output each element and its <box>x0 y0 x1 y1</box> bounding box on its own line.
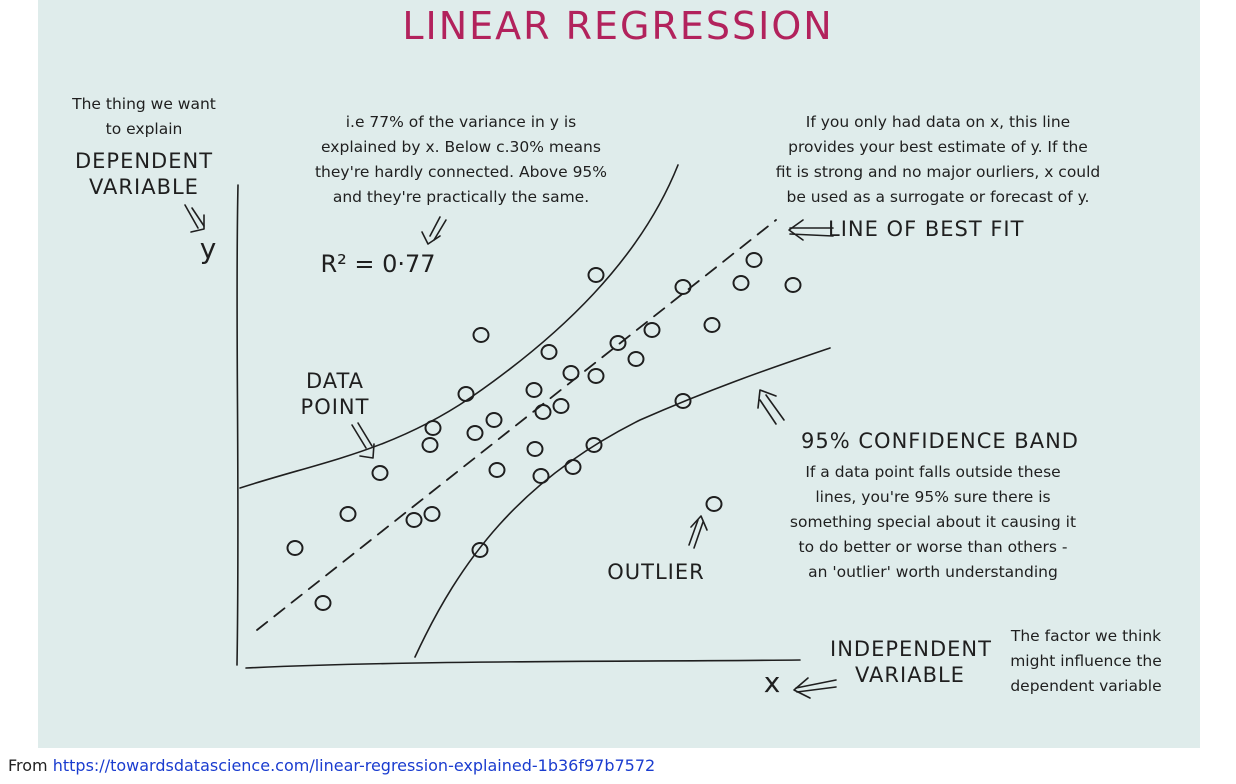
note-line: If a data point falls outside these <box>805 463 1061 481</box>
data-point <box>540 344 558 360</box>
footer-prefix: From <box>8 756 53 775</box>
note-line: be used as a surrogate or forecast of y. <box>786 188 1090 206</box>
note-line: dependent variable <box>1010 677 1162 695</box>
data-point <box>286 540 304 556</box>
data-point-label: DATA POINT <box>290 368 380 420</box>
data-point <box>745 252 763 268</box>
data-point <box>472 327 490 343</box>
best-fit-arrow <box>788 219 834 241</box>
data-point <box>585 437 603 453</box>
note-line: The thing we want <box>72 95 216 113</box>
source-footer: From https://towardsdatascience.com/line… <box>8 756 655 775</box>
note-line: lines, you're 95% sure there is <box>815 488 1051 506</box>
data-point <box>674 393 692 409</box>
data-point <box>405 512 423 528</box>
independent-label: INDEPENDENT VARIABLE <box>830 636 992 688</box>
r-squared-arrow <box>421 216 447 245</box>
lower-confidence-line <box>414 347 831 658</box>
data-point <box>471 542 489 558</box>
diagram-panel <box>38 0 1200 748</box>
data-point <box>457 386 475 402</box>
independent-arrow <box>793 677 837 699</box>
data-point <box>525 382 543 398</box>
upper-confidence-line <box>239 164 679 489</box>
note-line: If you only had data on x, this line <box>805 113 1071 131</box>
outlier-label: OUTLIER <box>607 560 705 584</box>
r-squared-note: i.e 77% of the variance in y is explaine… <box>296 110 626 210</box>
data-point <box>339 506 357 522</box>
data-point <box>627 351 645 367</box>
label-line: INDEPENDENT <box>830 637 992 661</box>
best-fit-note: If you only had data on x, this line pro… <box>748 110 1128 210</box>
data-point <box>643 322 661 338</box>
x-axis-symbol: x <box>763 666 781 699</box>
y-axis-symbol: y <box>199 232 217 265</box>
data-point <box>526 441 544 457</box>
note-line: The factor we think <box>1010 627 1162 645</box>
data-point <box>534 404 552 420</box>
r-squared-formula: R² = 0·77 <box>320 250 436 278</box>
dependent-label: DEPENDENT VARIABLE <box>64 148 224 200</box>
confidence-band-arrow <box>757 389 785 425</box>
label-line: DEPENDENT <box>74 149 214 173</box>
data-point <box>421 437 439 453</box>
note-line: and they're practically the same. <box>332 188 590 206</box>
data-point <box>587 267 605 283</box>
independent-note: The factor we think might influence the … <box>998 624 1174 699</box>
best-fit-label: LINE OF BEST FIT <box>828 217 1025 241</box>
data-point <box>314 595 332 611</box>
data-point <box>732 275 750 291</box>
data-point-arrow <box>351 422 375 459</box>
x-axis <box>245 659 801 669</box>
note-line: something special about it causing it <box>789 513 1077 531</box>
data-point <box>587 368 605 384</box>
data-point <box>552 398 570 414</box>
outlier-arrow <box>688 515 708 549</box>
source-link[interactable]: https://towardsdatascience.com/linear-re… <box>52 756 656 775</box>
data-point <box>609 335 627 351</box>
note-line: to do better or worse than others - <box>798 538 1068 556</box>
confidence-band-label: 95% CONFIDENCE BAND <box>801 429 1079 453</box>
data-point <box>485 412 503 428</box>
label-line: POINT <box>300 395 370 419</box>
dependent-arrow <box>184 204 205 233</box>
data-point <box>423 506 441 522</box>
label-line: VARIABLE <box>855 663 965 687</box>
y-axis <box>236 184 239 666</box>
note-line: provides your best estimate of y. If the <box>788 138 1088 156</box>
data-point <box>562 365 580 381</box>
data-point <box>674 279 692 295</box>
data-point <box>532 468 550 484</box>
data-point <box>466 425 484 441</box>
note-line: fit is strong and no major ourliers, x c… <box>775 163 1101 181</box>
outlier-point <box>705 496 723 512</box>
label-line: DATA <box>305 369 365 393</box>
note-line: they're hardly connected. Above 95% <box>314 163 608 181</box>
data-point <box>371 465 389 481</box>
note-line: might influence the <box>1010 652 1162 670</box>
data-point <box>564 459 582 475</box>
data-point <box>488 462 506 478</box>
note-line: explained by x. Below c.30% means <box>321 138 601 156</box>
confidence-band-note: If a data point falls outside these line… <box>768 460 1098 585</box>
page-title: LINEAR REGRESSION <box>402 4 834 48</box>
data-point <box>784 277 802 293</box>
dependent-note: The thing we want to explain <box>64 92 224 142</box>
note-line: an 'outlier' worth understanding <box>808 563 1058 581</box>
data-point <box>703 317 721 333</box>
data-point <box>424 420 442 436</box>
note-line: i.e 77% of the variance in y is <box>345 113 577 131</box>
label-line: VARIABLE <box>89 175 199 199</box>
note-line: to explain <box>105 120 183 138</box>
